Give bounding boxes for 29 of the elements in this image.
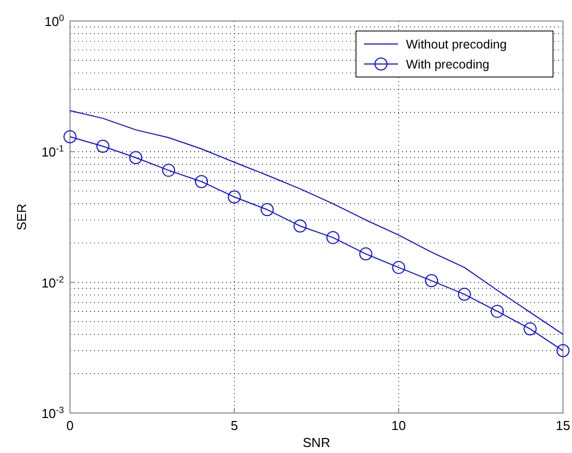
y-tick-label: 10$^{-3}$ (41, 405, 64, 421)
point (96, 140, 110, 153)
line-series (70, 110, 564, 335)
point (392, 260, 406, 274)
legend-label: With precoding (406, 58, 490, 72)
point (162, 164, 176, 177)
legend-label: Without precoding (406, 38, 507, 52)
y-axis-title: SER (14, 204, 29, 230)
point (129, 151, 142, 164)
x-tick-label: 15 (556, 418, 570, 433)
point (556, 344, 570, 358)
point (458, 288, 471, 301)
x-tick-label: 0 (66, 418, 74, 433)
point (228, 190, 241, 204)
point (64, 130, 76, 144)
x-tick-label: 10 (391, 418, 406, 433)
y-tick-label: 10$^{-1}$ (41, 144, 64, 160)
y-tick-label: 10$^{-2}$ (41, 274, 64, 290)
point (524, 322, 537, 336)
y-tick-label: 10$^{0}$ (44, 13, 64, 29)
point (294, 219, 307, 232)
point (194, 175, 208, 188)
point (490, 304, 504, 318)
x-tick-label: 5 (230, 418, 238, 433)
x-axis-title: SNR (302, 435, 330, 450)
point (326, 231, 340, 244)
point (260, 203, 274, 216)
point (425, 274, 438, 288)
point (359, 247, 372, 260)
